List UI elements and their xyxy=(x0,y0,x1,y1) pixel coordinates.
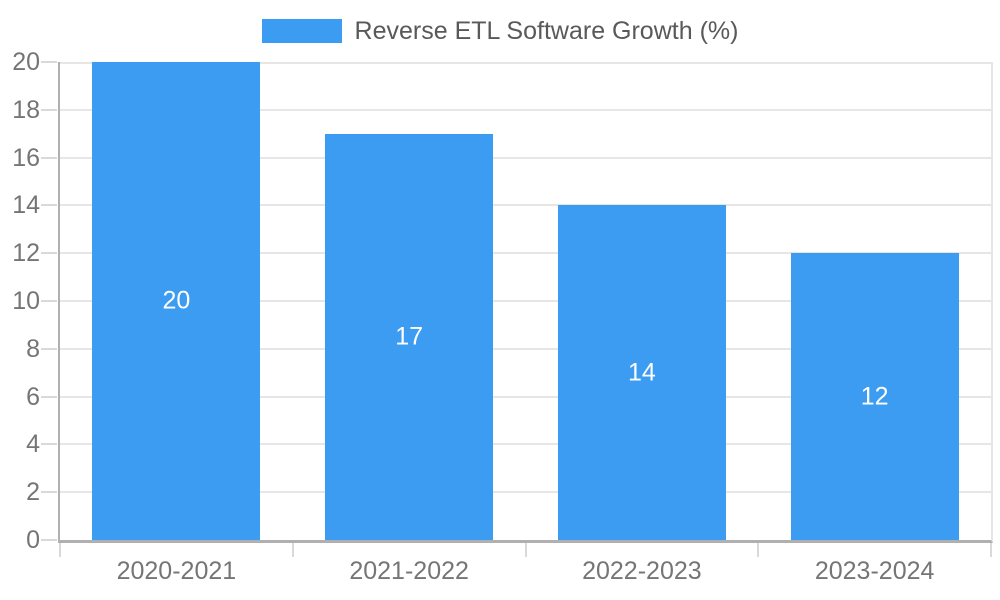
y-tick-mark xyxy=(41,348,57,350)
x-axis-tick-label: 2023-2024 xyxy=(814,557,935,585)
x-tick-mark xyxy=(990,543,992,557)
y-gridline xyxy=(60,252,991,254)
y-gridline xyxy=(60,348,991,350)
y-axis-tick-label: 14 xyxy=(12,191,40,220)
y-tick-mark xyxy=(41,443,57,445)
bar: 14 xyxy=(557,205,726,540)
legend-label: Reverse ETL Software Growth (%) xyxy=(354,17,739,45)
bar-value-label: 14 xyxy=(627,358,656,387)
y-gridline xyxy=(60,443,991,445)
x-tick-mark xyxy=(524,543,527,557)
x-axis-tick-label: 2022-2023 xyxy=(582,557,702,585)
y-tick-mark xyxy=(41,539,57,541)
x-axis-tick-label: 2020-2021 xyxy=(116,557,237,585)
bar: 20 xyxy=(92,62,261,540)
bar: 17 xyxy=(325,133,494,540)
y-tick-mark xyxy=(41,491,57,493)
y-gridline xyxy=(60,396,991,398)
y-gridline xyxy=(60,204,991,206)
y-tick-mark xyxy=(41,109,57,111)
y-tick-mark xyxy=(41,61,57,63)
y-axis-tick-label: 2 xyxy=(26,478,40,507)
y-tick-mark xyxy=(41,300,57,302)
y-gridline xyxy=(60,300,991,302)
y-axis-tick-label: 18 xyxy=(12,95,40,124)
y-gridline xyxy=(60,62,991,64)
y-axis-tick-label: 6 xyxy=(26,382,40,411)
x-tick-mark xyxy=(757,543,760,557)
legend: Reverse ETL Software Growth (%) xyxy=(0,17,1000,45)
y-tick-mark xyxy=(41,157,57,159)
y-axis-tick-label: 8 xyxy=(26,334,40,363)
y-gridline xyxy=(60,491,991,493)
bar-value-label: 17 xyxy=(395,322,424,351)
y-gridline xyxy=(60,109,991,111)
x-tick-mark xyxy=(59,543,61,557)
bar: 12 xyxy=(790,253,959,540)
y-axis-tick-label: 0 xyxy=(26,526,40,554)
y-tick-mark xyxy=(41,204,57,206)
x-tick-mark xyxy=(291,543,294,557)
y-axis-tick-label: 4 xyxy=(26,430,40,459)
legend-item[interactable]: Reverse ETL Software Growth (%) xyxy=(261,17,739,45)
y-gridline xyxy=(60,157,991,159)
bar-value-label: 20 xyxy=(162,286,191,315)
y-axis-tick-label: 16 xyxy=(12,143,40,172)
bar-value-label: 12 xyxy=(860,382,889,411)
plot-area: 20 17 14 12 xyxy=(58,62,993,543)
y-axis-tick-label: 20 xyxy=(12,48,40,76)
y-tick-mark xyxy=(41,252,57,254)
y-axis-tick-label: 10 xyxy=(12,287,40,315)
y-axis-tick-label: 12 xyxy=(12,239,40,268)
legend-swatch-icon xyxy=(261,19,342,43)
y-tick-mark xyxy=(41,396,57,398)
x-axis-tick-label: 2021-2022 xyxy=(349,557,469,585)
